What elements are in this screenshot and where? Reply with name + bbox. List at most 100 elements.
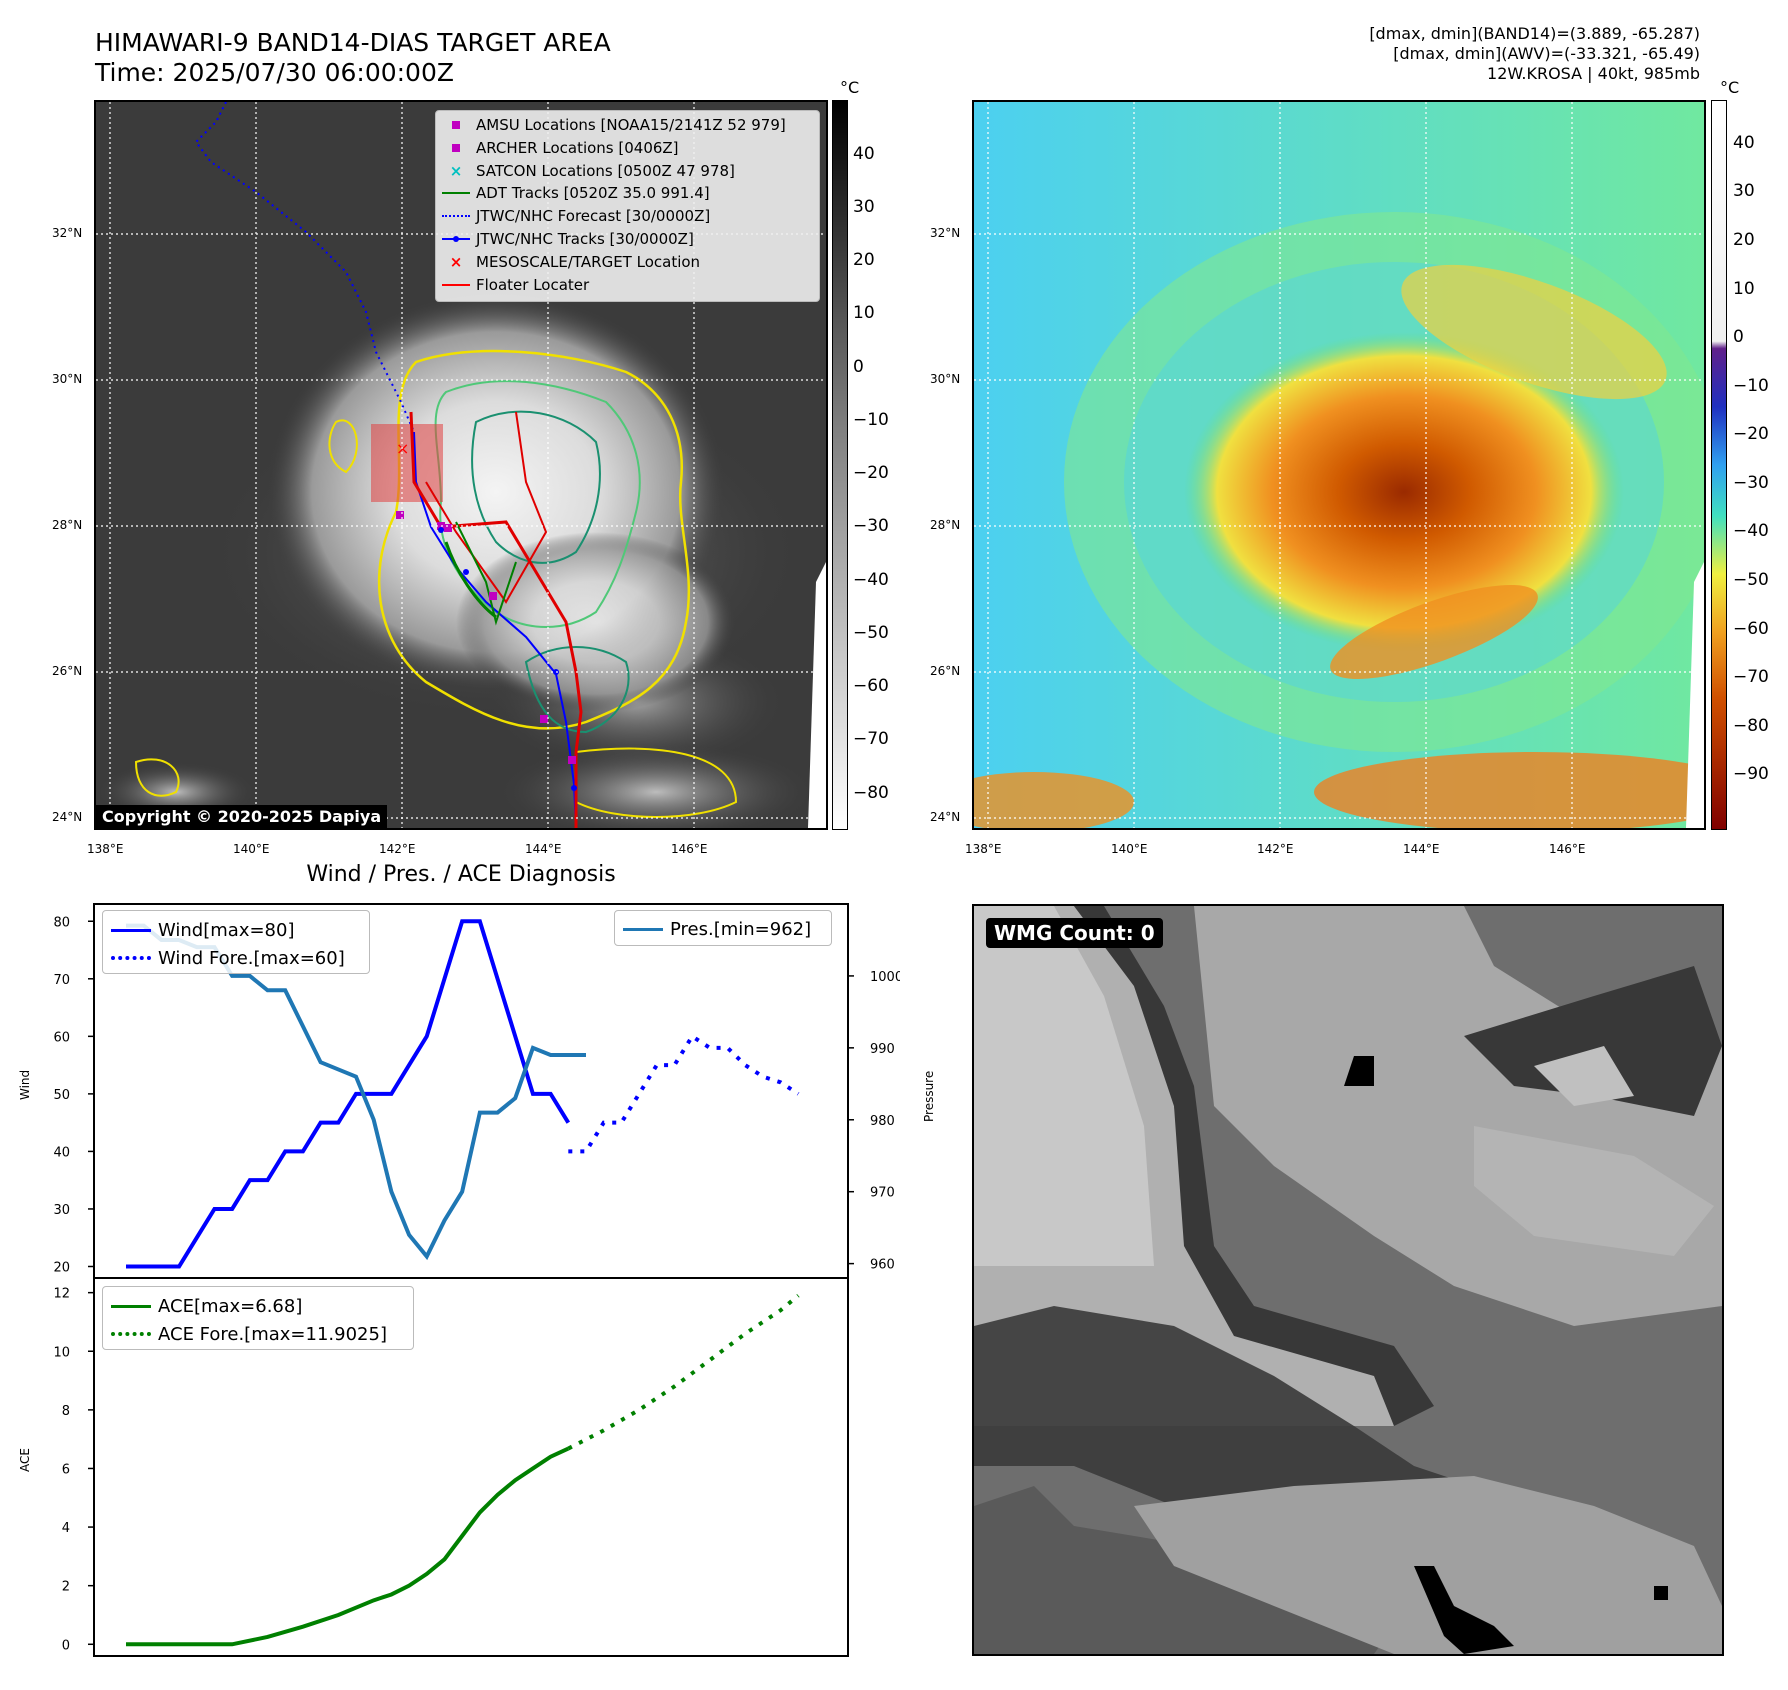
ace-y-tick-label: 4 [62,1521,70,1536]
legend-item-forecast: JTWC/NHC Forecast [30/0000Z] [436,206,710,226]
legend-label: ADT Tracks [0520Z 35.0 991.4] [476,184,710,202]
colorbar-tick-label: −50 [853,622,889,643]
colorbar-tick-label: −60 [1733,618,1769,639]
page-title: HIMAWARI-9 BAND14-DIAS TARGET AREA [95,28,611,57]
lat-label: 28°N [52,518,83,532]
ace-y-tick-label: 0 [62,1638,70,1653]
lat-label: 24°N [930,810,961,824]
pressure-y-tick-label: 1000 [870,970,900,985]
time-label: Time: 2025/07/30 06:00:00Z [95,58,454,87]
legend-item-pressure: Pres.[min=962] [615,916,811,942]
legend-item-mesoscale: × MESOSCALE/TARGET Location [436,252,700,272]
legend-item-ace: ACE[max=6.68] [103,1293,302,1319]
wind-y-tick-label: 60 [53,1030,70,1045]
legend-item-tracks: JTWC/NHC Tracks [30/0000Z] [436,229,694,249]
colorbar-tick-label: 10 [853,303,875,324]
lon-label: 140°E [1111,842,1148,856]
copyright-label: Copyright © 2020-2025 Dapiya [96,805,388,828]
colorbar-tick-label: −30 [1733,472,1769,493]
colorbar-tick-label: −70 [1733,667,1769,688]
legend-item-adt: ADT Tracks [0520Z 35.0 991.4] [436,183,710,203]
pressure-y-tick-label: 990 [870,1042,895,1057]
wmg-count-badge: WMG Count: 0 [986,918,1163,948]
legend-item-satcon: × SATCON Locations [0500Z 47 978] [436,161,735,181]
lat-label: 28°N [930,518,961,532]
colorbar-tick-label: −30 [853,516,889,537]
cbar1 [832,100,848,830]
line-marker-icon [436,183,476,203]
colorbar-tick-label: −50 [1733,569,1769,590]
colorbar-tick-label: −90 [1733,764,1769,785]
legend-label: ACE Fore.[max=11.9025] [158,1323,387,1345]
series-line-wind-fore- [568,1033,800,1154]
lon-label: 138°E [965,842,1002,856]
ace-y-tick-label: 6 [62,1462,70,1477]
colorbar-tick-label: 40 [853,143,875,164]
dotted-line-icon [103,945,158,971]
lon-label: 140°E [233,842,270,856]
diag-title: Wind / Pres. / ACE Diagnosis [306,862,616,887]
ace-plot-frame [93,1277,849,1657]
lon-label: 144°E [525,842,562,856]
lon-label: 146°E [671,842,708,856]
legend-item-floater: Floater Locater [436,275,589,295]
wind-y-tick-label: 30 [53,1203,70,1218]
wind-y-tick-label: 70 [53,973,70,988]
colorbar-tick-label: −40 [853,569,889,590]
ace-y-tick-label: 8 [62,1404,70,1419]
legend-label: JTWC/NHC Tracks [30/0000Z] [476,230,694,248]
pressure-y-tick-label: 980 [870,1114,895,1129]
wmg-panel: WMG Count: 0 [972,904,1724,1656]
legend-label: MESOSCALE/TARGET Location [476,253,701,271]
solid-line-icon [103,917,158,943]
legend-item-amsu: AMSU Locations [NOAA15/2141Z 52 979] [436,115,786,135]
ace-legend: ACE[max=6.68] ACE Fore.[max=11.9025] [102,1286,414,1350]
lat-label: 30°N [52,372,83,386]
cbar1-unit: °C [840,78,860,97]
awv-map-panel [972,100,1706,830]
legend-label: JTWC/NHC Forecast [30/0000Z] [476,207,711,225]
colorbar-tick-label: −80 [853,782,889,803]
legend-label: Pres.[min=962] [670,918,812,940]
x-marker-icon: × [449,162,463,180]
wind-y-tick-label: 50 [53,1088,70,1103]
colorbar-tick-label: −80 [1733,715,1769,736]
legend-label: Wind Fore.[max=60] [158,947,345,969]
info-storm: 12W.KROSA | 40kt, 985mb [1487,64,1700,83]
series-line-ace [126,1446,570,1647]
lat-label: 30°N [930,372,961,386]
ir-map-panel: × AMSU Locations [NOAA15/2141Z 52 979] [94,100,828,830]
lat-label: 24°N [52,810,83,824]
colorbar-tick-label: −10 [1733,375,1769,396]
lat-label: 26°N [52,664,83,678]
colorbar-tick-label: 0 [1733,327,1744,348]
lon-label: 142°E [1257,842,1294,856]
colorbar-tick-label: −10 [853,409,889,430]
legend-label: Wind[max=80] [158,919,295,941]
legend-item-ace-fore: ACE Fore.[max=11.9025] [103,1321,387,1347]
wind-legend: Wind[max=80] Wind Fore.[max=60] [102,910,370,974]
colorbar-tick-label: 10 [1733,278,1755,299]
colorbar-tick-label: −70 [853,729,889,750]
map-legend: AMSU Locations [NOAA15/2141Z 52 979] ARC… [435,110,820,302]
legend-label: Floater Locater [476,276,590,294]
legend-item-wind-fore: Wind Fore.[max=60] [103,945,345,971]
line-marker-icon [436,275,476,295]
wind-y-tick-label: 80 [53,915,70,930]
colorbar-tick-label: 30 [1733,181,1755,202]
pressure-legend: Pres.[min=962] [614,910,832,946]
awv-map-image [974,102,1704,828]
pressure-axis-label: Pressure [922,1070,936,1122]
series-line-pres- [126,923,586,1261]
square-marker-icon [436,138,476,158]
pressure-y-tick-label: 970 [870,1186,895,1201]
lon-label: 146°E [1549,842,1586,856]
info-awv: [dmax, dmin](AWV)=(-33.321, -65.49) [1393,44,1700,63]
cbar2-unit: °C [1720,78,1740,97]
colorbar-tick-label: −20 [1733,424,1769,445]
colorbar-tick-label: 0 [853,356,864,377]
legend-label: AMSU Locations [NOAA15/2141Z 52 979] [476,116,786,134]
colorbar-tick-label: −40 [1733,521,1769,542]
svg-text:×: × [396,439,409,458]
ace-y-tick-label: 12 [53,1287,70,1302]
